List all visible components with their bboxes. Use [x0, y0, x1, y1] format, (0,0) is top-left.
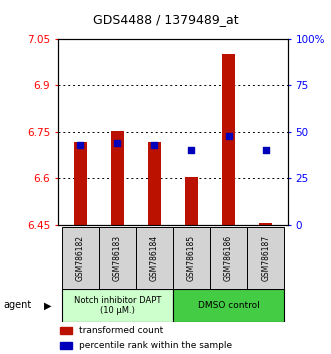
Text: GSM786183: GSM786183	[113, 234, 122, 281]
FancyBboxPatch shape	[136, 227, 173, 289]
Bar	[259, 223, 272, 225]
Text: agent: agent	[3, 300, 31, 310]
FancyBboxPatch shape	[247, 227, 284, 289]
Text: GSM786182: GSM786182	[76, 235, 85, 280]
Text: Notch inhibitor DAPT
(10 μM.): Notch inhibitor DAPT (10 μM.)	[73, 296, 161, 315]
Text: GDS4488 / 1379489_at: GDS4488 / 1379489_at	[93, 13, 238, 26]
Point	[152, 142, 157, 148]
Bar	[222, 55, 235, 225]
Point	[115, 140, 120, 146]
Text: ▶: ▶	[44, 300, 52, 310]
Point	[226, 133, 231, 138]
FancyBboxPatch shape	[62, 227, 99, 289]
Text: GSM786187: GSM786187	[261, 234, 270, 281]
FancyBboxPatch shape	[62, 289, 173, 322]
Text: percentile rank within the sample: percentile rank within the sample	[79, 341, 232, 350]
Text: GSM786184: GSM786184	[150, 234, 159, 281]
Bar	[60, 342, 72, 349]
Text: GSM786186: GSM786186	[224, 234, 233, 281]
Text: DMSO control: DMSO control	[198, 301, 260, 310]
FancyBboxPatch shape	[173, 227, 210, 289]
Text: transformed count: transformed count	[79, 326, 163, 335]
Bar	[111, 131, 124, 225]
Point	[77, 142, 83, 148]
FancyBboxPatch shape	[210, 227, 247, 289]
Point	[189, 148, 194, 153]
FancyBboxPatch shape	[173, 289, 284, 322]
Bar	[148, 142, 161, 225]
FancyBboxPatch shape	[99, 227, 136, 289]
Bar	[74, 142, 87, 225]
Point	[263, 148, 268, 153]
Text: GSM786185: GSM786185	[187, 234, 196, 281]
Bar	[60, 327, 72, 334]
Bar	[185, 177, 198, 225]
